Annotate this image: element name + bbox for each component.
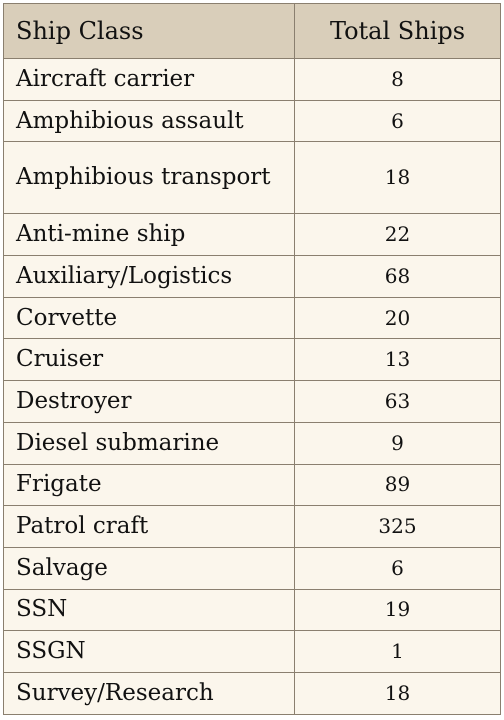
table-row: SSN 19 xyxy=(3,588,501,632)
table-row: SSGN 1 xyxy=(3,630,501,673)
total-ships-cell: 19 xyxy=(294,588,501,632)
total-ships-cell: 18 xyxy=(294,671,501,715)
ship-class-cell: Corvette xyxy=(3,296,295,340)
table-row: Frigate 89 xyxy=(3,463,501,507)
ship-class-cell: Cruiser xyxy=(3,338,295,382)
ship-class-cell: SSN xyxy=(3,588,295,632)
table-row: Auxiliary/Logistics 68 xyxy=(3,255,501,298)
ship-class-cell: Salvage xyxy=(3,546,295,590)
total-ships-cell: 8 xyxy=(294,58,501,101)
total-ships-cell: 20 xyxy=(294,296,501,340)
table-row: Diesel submarine 9 xyxy=(3,421,501,465)
table-header-row: Ship Class Total Ships xyxy=(3,3,501,59)
total-ships-cell: 18 xyxy=(294,141,501,215)
total-ships-cell: 325 xyxy=(294,505,501,548)
ship-class-cell: SSGN xyxy=(3,630,295,673)
table-row: Survey/Research 18 xyxy=(3,671,501,715)
ship-class-cell: Anti-mine ship xyxy=(3,213,295,257)
total-ships-cell: 1 xyxy=(294,630,501,673)
ship-class-cell: Frigate xyxy=(3,463,295,507)
total-ships-cell: 13 xyxy=(294,338,501,382)
ship-class-cell: Amphibious transport xyxy=(3,141,295,215)
total-ships-cell: 6 xyxy=(294,99,501,143)
table-row: Cruiser 13 xyxy=(3,338,501,382)
ship-class-cell: Amphibious assault xyxy=(3,99,295,143)
total-ships-cell: 68 xyxy=(294,255,501,298)
ship-class-cell: Diesel submarine xyxy=(3,421,295,465)
ship-class-cell: Survey/Research xyxy=(3,671,295,715)
table-row: Patrol craft 325 xyxy=(3,505,501,548)
ship-class-table: Ship Class Total Ships Aircraft carrier … xyxy=(3,3,501,715)
ship-class-column-header: Ship Class xyxy=(3,3,295,59)
table-row: Destroyer 63 xyxy=(3,380,501,423)
ship-class-cell: Patrol craft xyxy=(3,505,295,548)
ship-class-cell: Destroyer xyxy=(3,380,295,423)
table-row: Corvette 20 xyxy=(3,296,501,340)
ship-class-cell: Aircraft carrier xyxy=(3,58,295,101)
total-ships-cell: 9 xyxy=(294,421,501,465)
total-ships-column-header: Total Ships xyxy=(294,3,501,59)
total-ships-cell: 89 xyxy=(294,463,501,507)
table-row: Salvage 6 xyxy=(3,546,501,590)
total-ships-cell: 22 xyxy=(294,213,501,257)
ship-class-cell: Auxiliary/Logistics xyxy=(3,255,295,298)
total-ships-cell: 63 xyxy=(294,380,501,423)
table-row: Anti-mine ship 22 xyxy=(3,213,501,257)
table-row: Aircraft carrier 8 xyxy=(3,58,501,101)
table-row: Amphibious assault 6 xyxy=(3,99,501,143)
table-row: Amphibious transport 18 xyxy=(3,141,501,215)
total-ships-cell: 6 xyxy=(294,546,501,590)
